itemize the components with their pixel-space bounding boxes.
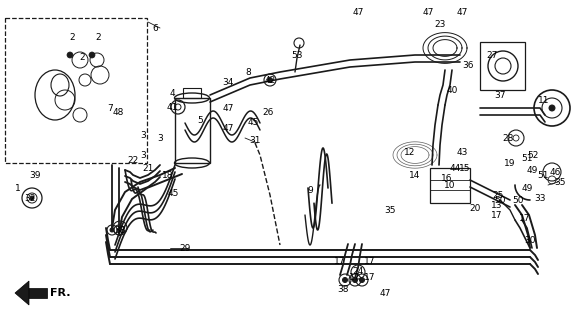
Text: 27: 27 — [486, 51, 498, 60]
Text: 33: 33 — [534, 194, 546, 203]
Circle shape — [342, 277, 347, 283]
Text: 40: 40 — [446, 85, 458, 94]
Text: 3: 3 — [140, 150, 146, 159]
Text: 36: 36 — [463, 60, 474, 69]
Circle shape — [30, 196, 34, 200]
Text: 50: 50 — [512, 196, 524, 204]
Text: 2: 2 — [69, 33, 75, 42]
Text: 12: 12 — [404, 148, 416, 156]
Text: 34: 34 — [223, 77, 234, 86]
Bar — [5, 18, 147, 163]
Text: 47: 47 — [223, 124, 234, 132]
Text: 30: 30 — [524, 236, 536, 244]
Text: 49: 49 — [522, 183, 533, 193]
Text: 43: 43 — [456, 148, 468, 156]
Text: 3: 3 — [140, 131, 146, 140]
Circle shape — [67, 52, 73, 58]
Text: 47: 47 — [422, 7, 434, 17]
Text: 28: 28 — [502, 133, 514, 142]
Text: 17: 17 — [364, 258, 376, 267]
Bar — [480, 42, 525, 90]
Text: 13: 13 — [491, 201, 503, 210]
Text: 23: 23 — [434, 20, 446, 28]
Text: 41: 41 — [166, 102, 178, 111]
Text: 19: 19 — [504, 158, 516, 167]
Bar — [175, 98, 210, 163]
Text: 26: 26 — [262, 108, 274, 116]
Text: 35: 35 — [554, 178, 566, 187]
Bar — [183, 88, 201, 98]
Text: 31: 31 — [249, 135, 260, 145]
Circle shape — [549, 105, 555, 111]
Text: 53: 53 — [291, 51, 303, 60]
Text: 37: 37 — [494, 91, 506, 100]
Text: 11: 11 — [538, 95, 550, 105]
Text: 47: 47 — [380, 289, 391, 298]
Text: 4: 4 — [169, 89, 175, 98]
Text: 6: 6 — [152, 23, 158, 33]
Text: 47: 47 — [223, 103, 234, 113]
Text: 49: 49 — [526, 165, 538, 174]
Text: 22: 22 — [127, 156, 138, 164]
Text: 3: 3 — [157, 133, 163, 142]
Text: 38: 38 — [337, 285, 349, 294]
Bar — [430, 168, 470, 203]
Text: 32: 32 — [25, 194, 36, 203]
Text: 39: 39 — [29, 171, 41, 180]
Circle shape — [89, 52, 95, 58]
Text: FR.: FR. — [50, 288, 71, 298]
Text: 1: 1 — [15, 183, 21, 193]
Text: 45: 45 — [167, 188, 179, 197]
Circle shape — [267, 77, 273, 83]
Text: 7: 7 — [107, 103, 113, 113]
Text: 42: 42 — [265, 76, 276, 84]
Text: 51: 51 — [537, 171, 549, 180]
Text: 24: 24 — [352, 268, 364, 276]
Text: 18: 18 — [162, 171, 174, 180]
Text: 5: 5 — [197, 116, 203, 124]
Polygon shape — [15, 281, 29, 305]
Text: 35: 35 — [384, 205, 396, 214]
Circle shape — [117, 228, 121, 232]
Text: 21: 21 — [142, 164, 154, 172]
Text: 50: 50 — [494, 196, 506, 204]
Text: 16: 16 — [442, 173, 453, 182]
Text: 20: 20 — [470, 204, 481, 212]
Text: 2: 2 — [95, 33, 101, 42]
Text: 47: 47 — [352, 7, 364, 17]
Text: 29: 29 — [179, 244, 191, 252]
Text: 15: 15 — [459, 164, 471, 172]
Text: 45: 45 — [247, 117, 259, 126]
Text: 48: 48 — [112, 108, 124, 116]
Circle shape — [360, 277, 364, 283]
Text: 17: 17 — [519, 213, 531, 222]
Text: 38: 38 — [114, 226, 126, 235]
Text: 9: 9 — [307, 186, 313, 195]
Text: 14: 14 — [409, 171, 420, 180]
Text: 44: 44 — [449, 164, 461, 172]
Polygon shape — [23, 288, 47, 298]
Text: 17: 17 — [491, 211, 503, 220]
Text: 10: 10 — [444, 180, 456, 189]
Text: 8: 8 — [245, 68, 251, 76]
Text: 52: 52 — [527, 150, 538, 159]
Text: 17: 17 — [349, 274, 361, 283]
Text: 2: 2 — [79, 52, 85, 61]
Text: 17: 17 — [334, 258, 346, 267]
Text: 46: 46 — [550, 167, 561, 177]
Circle shape — [110, 228, 114, 232]
Text: 25: 25 — [492, 190, 503, 199]
Text: 51: 51 — [522, 154, 533, 163]
Text: 17: 17 — [364, 274, 376, 283]
Circle shape — [353, 277, 357, 283]
Text: 47: 47 — [456, 7, 468, 17]
